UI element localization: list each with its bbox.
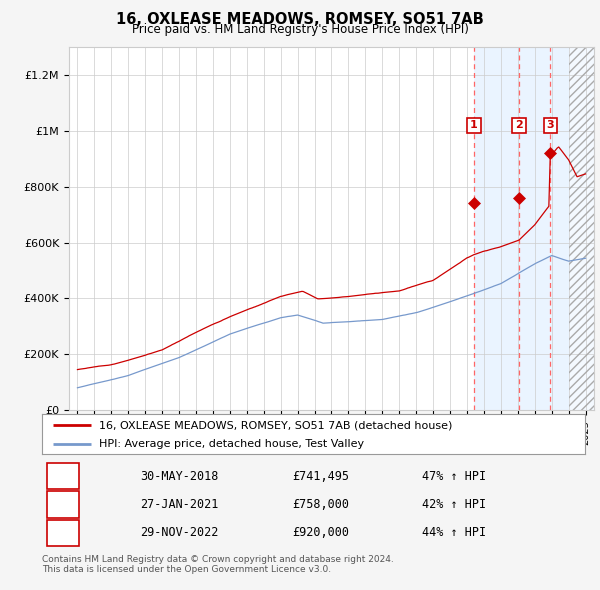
Bar — [550, 47, 569, 410]
Text: 42% ↑ HPI: 42% ↑ HPI — [422, 498, 486, 511]
Text: £758,000: £758,000 — [292, 498, 349, 511]
Bar — [569, 47, 594, 410]
Text: 2: 2 — [515, 120, 523, 130]
Text: This data is licensed under the Open Government Licence v3.0.: This data is licensed under the Open Gov… — [42, 565, 331, 574]
FancyBboxPatch shape — [47, 491, 79, 517]
Text: 27-JAN-2021: 27-JAN-2021 — [140, 498, 218, 511]
Text: 3: 3 — [547, 120, 554, 130]
Text: HPI: Average price, detached house, Test Valley: HPI: Average price, detached house, Test… — [99, 440, 364, 449]
Text: 44% ↑ HPI: 44% ↑ HPI — [422, 526, 486, 539]
Text: £741,495: £741,495 — [292, 470, 349, 483]
Text: 30-MAY-2018: 30-MAY-2018 — [140, 470, 218, 483]
Text: 1: 1 — [470, 120, 478, 130]
Text: Contains HM Land Registry data © Crown copyright and database right 2024.: Contains HM Land Registry data © Crown c… — [42, 555, 394, 563]
Text: 16, OXLEASE MEADOWS, ROMSEY, SO51 7AB: 16, OXLEASE MEADOWS, ROMSEY, SO51 7AB — [116, 12, 484, 27]
Text: 47% ↑ HPI: 47% ↑ HPI — [422, 470, 486, 483]
Text: 1: 1 — [59, 470, 68, 483]
Bar — [519, 47, 550, 410]
Text: 16, OXLEASE MEADOWS, ROMSEY, SO51 7AB (detached house): 16, OXLEASE MEADOWS, ROMSEY, SO51 7AB (d… — [99, 421, 452, 431]
Bar — [474, 47, 519, 410]
Text: 2: 2 — [59, 498, 68, 511]
Bar — [569, 47, 594, 410]
Text: 3: 3 — [59, 526, 67, 539]
Text: £920,000: £920,000 — [292, 526, 349, 539]
FancyBboxPatch shape — [47, 520, 79, 546]
FancyBboxPatch shape — [47, 463, 79, 489]
Text: Price paid vs. HM Land Registry's House Price Index (HPI): Price paid vs. HM Land Registry's House … — [131, 23, 469, 36]
Text: 29-NOV-2022: 29-NOV-2022 — [140, 526, 218, 539]
